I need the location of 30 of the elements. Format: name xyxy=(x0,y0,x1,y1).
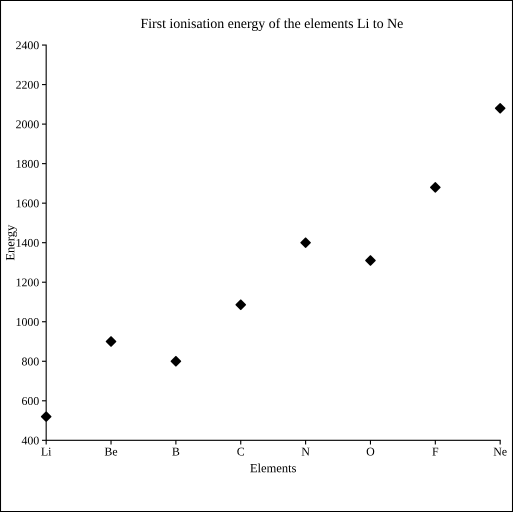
x-tick-label: Li xyxy=(41,448,52,456)
chart-title: First ionisation energy of the elements Li to Ne xyxy=(140,18,403,31)
y-tick-label: 1600 xyxy=(16,199,39,208)
point xyxy=(494,102,506,114)
x-tick-label: N xyxy=(302,448,310,456)
x-tick-label: F xyxy=(432,448,438,456)
point xyxy=(430,182,441,193)
y-tick-label: 2000 xyxy=(16,120,39,128)
y-tick-label: 1000 xyxy=(16,318,39,326)
y-tick-label: 800 xyxy=(22,358,39,366)
y-axis-title: Energy xyxy=(6,224,17,260)
x-tick-label: Be xyxy=(104,448,118,456)
point xyxy=(106,336,116,347)
y-tick-label: 1200 xyxy=(16,278,39,286)
x-tick-label: C xyxy=(237,448,244,456)
point xyxy=(365,255,376,266)
point xyxy=(170,356,182,367)
x-tick-label: O xyxy=(366,448,374,456)
y-tick-label: 1800 xyxy=(16,160,39,168)
x-tick-label: B xyxy=(172,448,180,456)
point xyxy=(300,237,311,248)
y-tick-label: 2400 xyxy=(16,41,39,50)
point xyxy=(40,411,52,422)
y-tick-label: 1400 xyxy=(16,238,39,247)
y-tick-label: 600 xyxy=(22,397,39,406)
x-axis-title: Elements xyxy=(250,464,296,472)
point xyxy=(235,299,246,310)
y-tick-label: 400 xyxy=(22,436,39,445)
x-tick-label: Ne xyxy=(494,448,507,456)
y-tick-label: 2200 xyxy=(16,80,39,89)
